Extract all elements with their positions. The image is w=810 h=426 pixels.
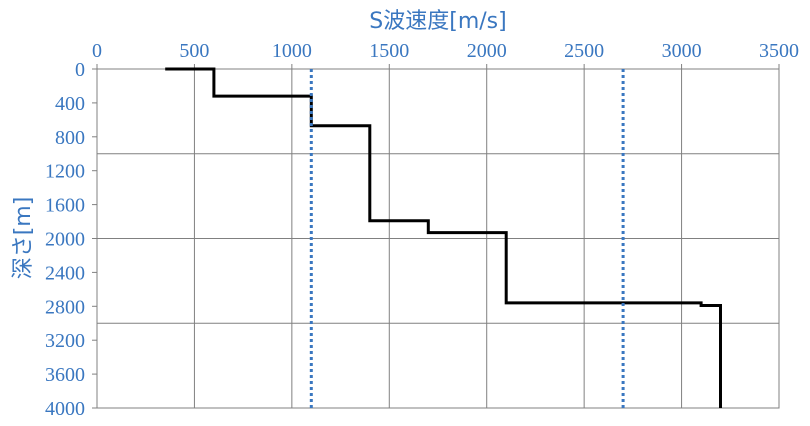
x-tick-label: 500 (179, 40, 209, 62)
x-tick-label: 2000 (467, 40, 507, 62)
velocity-profile-line (165, 67, 722, 408)
x-tick-label: 2500 (564, 40, 604, 62)
x-tick-labels: 0 500 1000 1500 2000 2500 3000 3500 (92, 40, 799, 62)
x-tick-label: 1000 (272, 40, 312, 62)
y-tick-label: 2800 (45, 296, 85, 318)
y-tick-label: 1600 (45, 195, 85, 217)
x-tick-label: 0 (92, 40, 102, 62)
x-tick-label: 3000 (662, 40, 702, 62)
y-tick-label: 2400 (45, 262, 85, 284)
y-tick-label: 4000 (45, 398, 85, 420)
series-layer (165, 67, 722, 408)
y-tick-label: 3200 (45, 330, 85, 352)
y-tick-label: 3600 (45, 364, 85, 386)
y-tick-label: 0 (75, 59, 85, 81)
y-tick-labels: 0 400 800 1200 1600 2000 2400 2800 3200 3600 4000 (45, 59, 85, 420)
y-tick-label: 400 (55, 93, 85, 115)
x-axis-title: S波速度[m/s] (369, 9, 506, 34)
y-tick-label: 1200 (45, 161, 85, 183)
y-axis-title: 深さ[m] (11, 197, 36, 280)
x-tick-label: 1500 (369, 40, 409, 62)
y-tick-label: 800 (55, 127, 85, 149)
grid-layer (92, 64, 780, 409)
y-tick-label: 2000 (45, 229, 85, 251)
x-tick-label: 3500 (759, 40, 799, 62)
